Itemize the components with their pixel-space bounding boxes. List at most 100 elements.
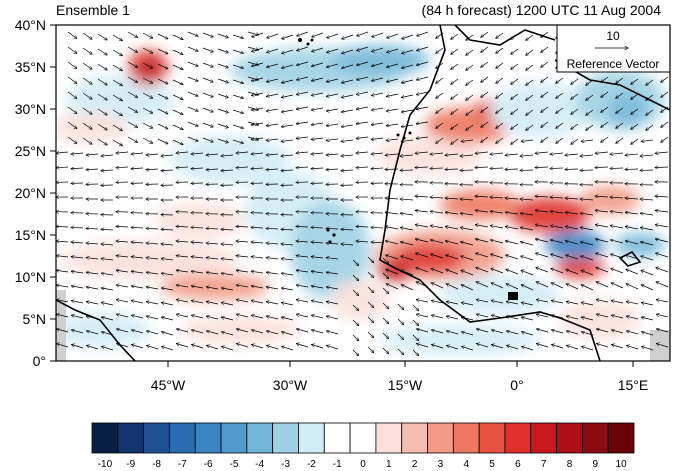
wind-vector [447,345,459,350]
wind-vector [297,46,309,51]
wind-vector [656,253,669,258]
wind-vector [416,61,429,65]
wind-vector [221,288,234,291]
wind-vector [296,226,309,227]
wind-vector [207,345,219,350]
wind-vector [386,269,399,275]
wind-vector [191,330,204,334]
wind-vector [551,283,564,289]
colorbar: -10 -9 -8 -7 -6 -5 -4 -3 -2 -1 0 1 2 3 4 5 6 7 8 9 10 [91,422,635,470]
wind-vector [281,64,294,68]
wind-vector [397,348,404,355]
y-tick-labels: 40°N 35°N 30°N 25°N 20°N 15°N 10°N 5°N 0… [15,17,46,369]
wind-vector [266,272,279,274]
wind-vector [416,282,429,288]
wind-vector [296,314,309,318]
wind-vector [640,242,654,246]
wind-vector [296,122,309,124]
wind-vector [661,121,669,127]
wind-vector [312,32,324,37]
wind-vector [631,93,639,99]
wind-vector [367,256,374,263]
wind-vector [565,241,579,245]
wind-vector [507,345,519,350]
wind-vector [142,122,153,128]
wind-vector [401,79,414,83]
wind-vector [71,153,84,154]
wind-vector [187,76,198,81]
wind-vector [490,153,504,154]
wind-vector [86,272,99,274]
colorbar-swatch [349,422,377,454]
wind-vector [566,331,579,335]
wind-vector [266,139,279,140]
wind-vector [466,34,474,40]
wind-vector [496,107,504,113]
wind-vector [586,109,594,115]
x-tick-label: 0° [510,377,523,393]
wind-vector [311,286,324,289]
wind-vector [251,301,264,304]
wind-vector [520,155,534,156]
wind-vector [296,241,309,242]
wind-vector [430,153,444,154]
wind-vector [371,227,384,228]
wind-vector [251,77,264,81]
wind-vector [611,283,624,289]
wind-vector [296,152,309,153]
wind-vector [595,210,609,212]
wind-vector [82,107,92,114]
wind-vector [202,47,213,52]
wind-vector [311,168,324,169]
wind-vector [581,256,594,261]
wind-vector [142,62,153,68]
wind-vector [71,242,84,243]
wind-vector [626,316,639,320]
wind-vector [202,62,213,67]
wind-vector [251,227,264,228]
axis-ticks [50,24,634,367]
wind-vector [127,76,138,82]
colorbar-swatch [581,422,609,454]
wind-vector [401,285,414,291]
wind-vector [655,239,669,243]
wind-vector [466,79,474,85]
wind-vector [511,63,519,69]
wind-vector [356,61,369,65]
wind-vector [142,137,153,143]
wind-vector [326,63,339,67]
wind-vector [526,109,534,115]
wind-vector [490,197,504,198]
wind-vector [157,123,168,129]
wind-vector [612,344,624,349]
wind-vector [460,213,474,215]
wind-vector [521,285,534,291]
wind-vector [371,77,384,81]
wind-vector [296,285,309,288]
wind-vector [146,272,159,274]
wind-vector [535,196,549,197]
wind-vector [367,271,374,278]
wind-vector [102,346,114,351]
wind-vector [581,302,594,306]
wind-vector [616,92,624,98]
wind-vector [521,140,534,141]
wind-vector [565,169,579,170]
wind-vector [191,315,204,319]
wind-vector [86,154,99,155]
wind-vector [266,331,279,335]
wind-vector [367,286,374,293]
wind-vector [445,212,459,214]
wind-vector [282,346,294,351]
colorbar-swatch [375,422,403,454]
x-tick-label: 30°W [273,377,308,393]
wind-vector [656,329,669,333]
wind-vector [475,210,489,212]
reference-vector-box: 10 Reference Vector [556,24,671,73]
wind-vector [56,270,69,272]
wind-vector [71,301,84,304]
wind-vector [352,304,359,311]
wind-vector [565,227,579,230]
wind-vector [296,256,309,257]
